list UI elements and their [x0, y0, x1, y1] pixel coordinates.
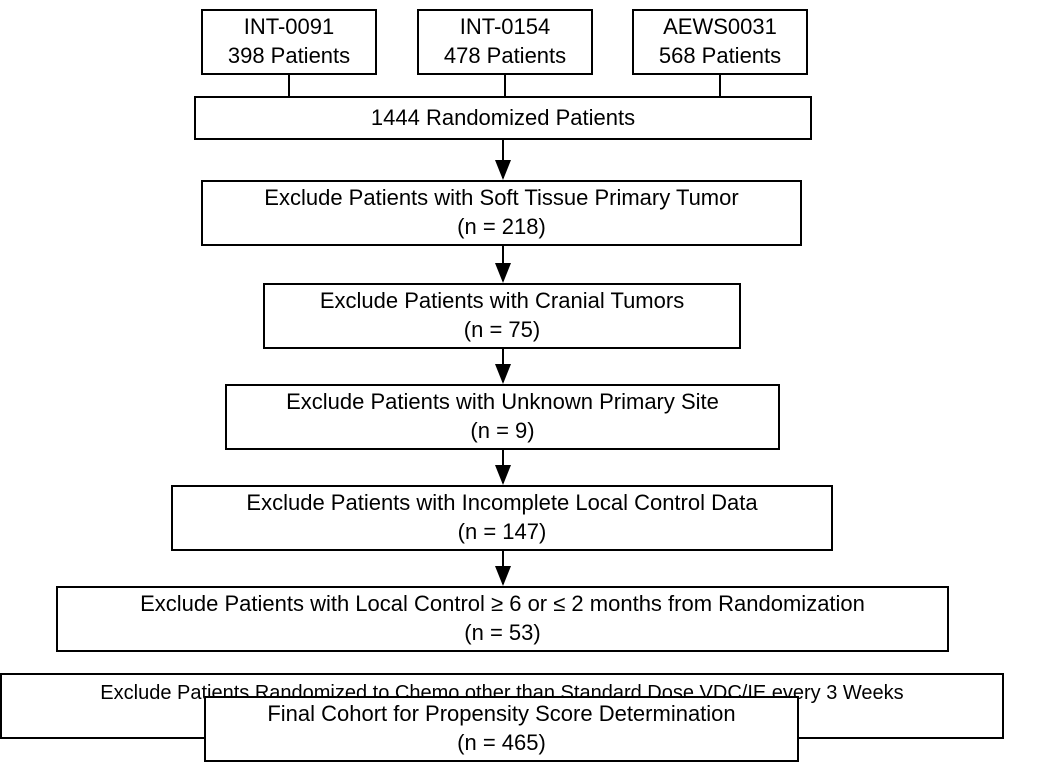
- randomized-text: 1444 Randomized Patients: [371, 104, 635, 133]
- source-box-3: AEWS0031 568 Patients: [632, 9, 808, 75]
- source1-count: 398 Patients: [228, 42, 350, 71]
- final-cohort-text: Final Cohort for Propensity Score Determ…: [267, 700, 735, 729]
- excl-unknown-site-n: (n = 9): [470, 417, 534, 446]
- flowchart-container: INT-0091 398 Patients INT-0154 478 Patie…: [0, 0, 1050, 764]
- excl-cranial-text: Exclude Patients with Cranial Tumors: [320, 287, 684, 316]
- excl-soft-tissue-text: Exclude Patients with Soft Tissue Primar…: [264, 184, 738, 213]
- source-box-2: INT-0154 478 Patients: [417, 9, 593, 75]
- excl-incomplete-lc-box: Exclude Patients with Incomplete Local C…: [171, 485, 833, 551]
- randomized-box: 1444 Randomized Patients: [194, 96, 812, 140]
- excl-local-ge-6-text: Exclude Patients with Local Control ≥ 6 …: [140, 590, 865, 619]
- excl-unknown-site-text: Exclude Patients with Unknown Primary Si…: [286, 388, 719, 417]
- source2-count: 478 Patients: [444, 42, 566, 71]
- excl-incomplete-lc-text: Exclude Patients with Incomplete Local C…: [246, 489, 757, 518]
- excl-soft-tissue-n: (n = 218): [457, 213, 546, 242]
- excl-local-ge-6-box: Exclude Patients with Local Control ≥ 6 …: [56, 586, 949, 652]
- excl-cranial-n: (n = 75): [464, 316, 540, 345]
- excl-incomplete-lc-n: (n = 147): [458, 518, 547, 547]
- final-cohort-box: Final Cohort for Propensity Score Determ…: [204, 696, 799, 762]
- excl-local-ge-6-n: (n = 53): [464, 619, 540, 648]
- source3-title: AEWS0031: [663, 13, 777, 42]
- excl-unknown-site-box: Exclude Patients with Unknown Primary Si…: [225, 384, 780, 450]
- source3-count: 568 Patients: [659, 42, 781, 71]
- excl-cranial-box: Exclude Patients with Cranial Tumors (n …: [263, 283, 741, 349]
- source-box-1: INT-0091 398 Patients: [201, 9, 377, 75]
- source1-title: INT-0091: [244, 13, 335, 42]
- source2-title: INT-0154: [460, 13, 551, 42]
- excl-soft-tissue-box: Exclude Patients with Soft Tissue Primar…: [201, 180, 802, 246]
- final-cohort-n: (n = 465): [457, 729, 546, 758]
